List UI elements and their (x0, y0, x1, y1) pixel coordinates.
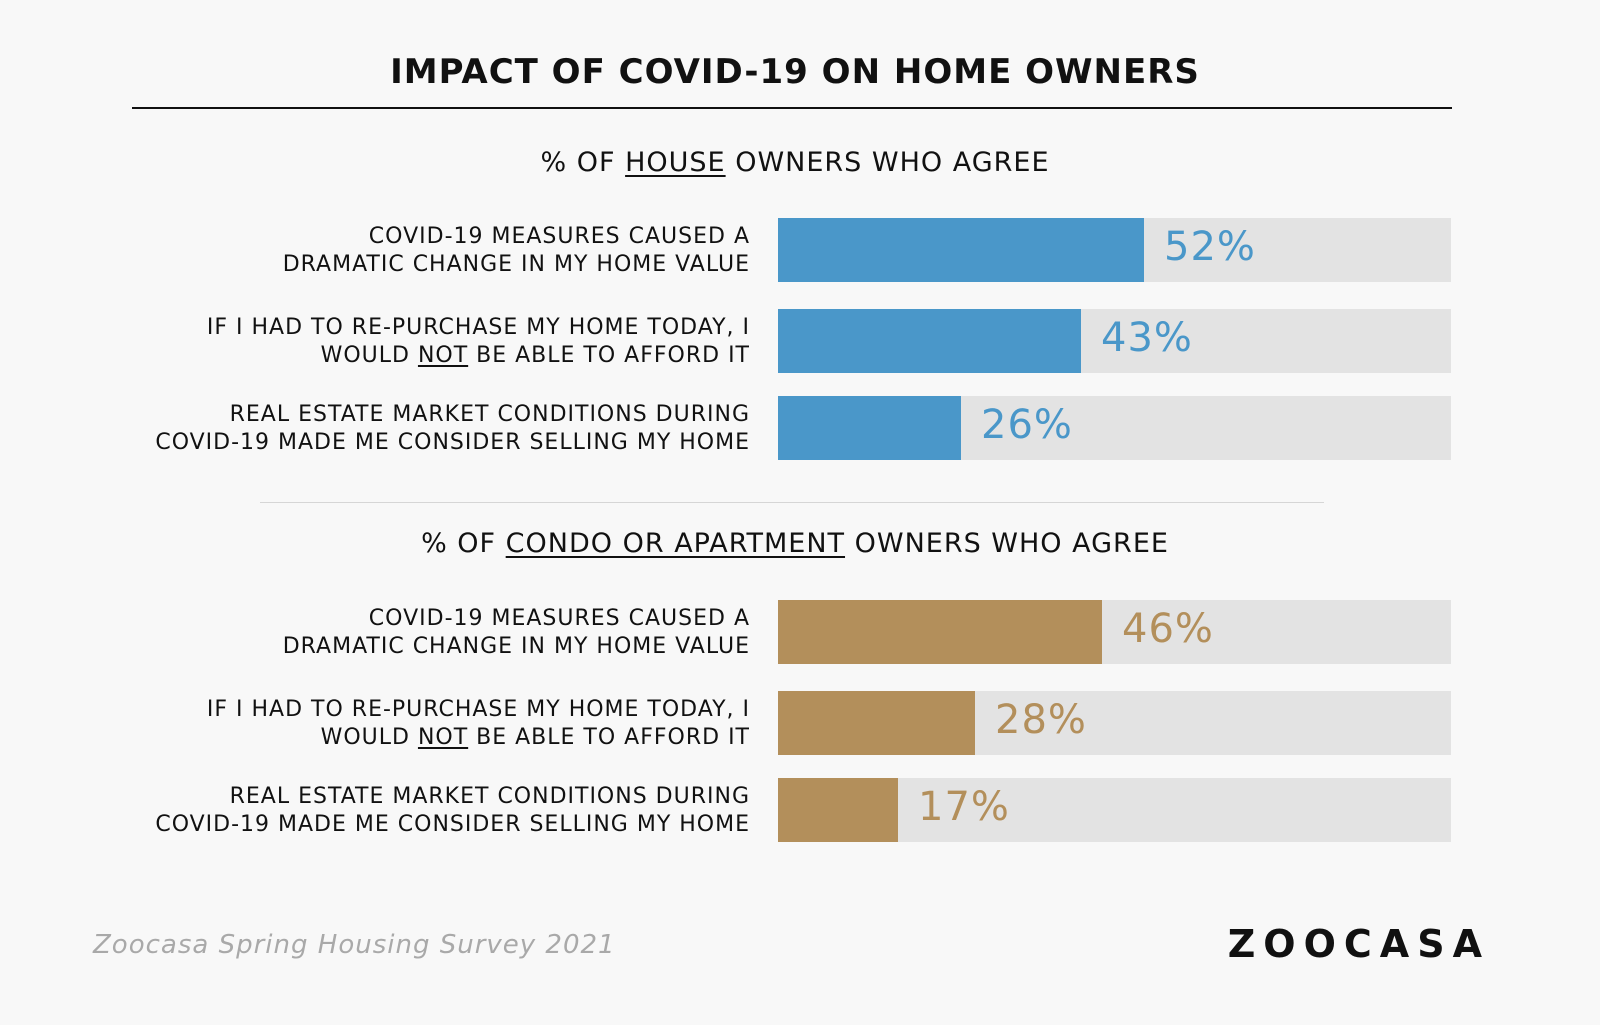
bar-category-label: IF I HAD TO RE-PURCHASE MY HOME TODAY, I… (70, 696, 750, 752)
section-title-emphasis: HOUSE (625, 147, 726, 178)
label-line-1: COVID-19 MEASURES CAUSED A (368, 606, 750, 631)
bar-row: COVID-19 MEASURES CAUSED A DRAMATIC CHANG… (0, 600, 1600, 664)
bar-category-label: REAL ESTATE MARKET CONDITIONS DURING COVI… (70, 401, 750, 457)
label-line-2-text-end: BE ABLE TO AFFORD IT (468, 725, 750, 750)
label-line-2: DRAMATIC CHANGE IN MY HOME VALUE (70, 251, 750, 279)
zoocasa-logo: ZOOCASA (1227, 922, 1490, 966)
bar-track: 52% (778, 218, 1451, 282)
label-line-2-text: WOULD (320, 343, 418, 368)
bar (778, 218, 1144, 282)
page-title: IMPACT OF COVID-19 ON HOME OWNERS (390, 52, 1200, 92)
label-line-1: IF I HAD TO RE-PURCHASE MY HOME TODAY, I (206, 697, 750, 722)
bar (778, 396, 961, 460)
bar-value-label: 43% (1101, 315, 1193, 361)
section-title-prefix: % OF (540, 147, 626, 178)
label-line-2-emphasis: NOT (417, 725, 469, 750)
bar (778, 600, 1102, 664)
label-line-2: COVID-19 MADE ME CONSIDER SELLING MY HOM… (70, 811, 750, 839)
section-title-prefix: % OF (421, 528, 506, 559)
bar-row: IF I HAD TO RE-PURCHASE MY HOME TODAY, I… (0, 309, 1600, 373)
bar-value-label: 28% (995, 697, 1087, 743)
label-line-1: IF I HAD TO RE-PURCHASE MY HOME TODAY, I (206, 315, 750, 340)
label-line-2: COVID-19 MADE ME CONSIDER SELLING MY HOM… (70, 429, 750, 457)
section-title-house: % OF HOUSE OWNERS WHO AGREE (0, 147, 1590, 178)
label-line-2: DRAMATIC CHANGE IN MY HOME VALUE (70, 633, 750, 661)
bar-track: 17% (778, 778, 1451, 842)
label-line-2-text: DRAMATIC CHANGE IN MY HOME VALUE (282, 252, 750, 277)
label-line-2-text: DRAMATIC CHANGE IN MY HOME VALUE (282, 634, 750, 659)
bar-value-label: 52% (1164, 224, 1256, 270)
bar-row: IF I HAD TO RE-PURCHASE MY HOME TODAY, I… (0, 691, 1600, 755)
source-note: Zoocasa Spring Housing Survey 2021 (93, 930, 616, 960)
bar-value-label: 26% (981, 402, 1073, 448)
bar-category-label: COVID-19 MEASURES CAUSED A DRAMATIC CHANG… (70, 605, 750, 661)
bar-category-label: IF I HAD TO RE-PURCHASE MY HOME TODAY, I… (70, 314, 750, 370)
label-line-2-text-end: BE ABLE TO AFFORD IT (468, 343, 750, 368)
label-line-2-text: COVID-19 MADE ME CONSIDER SELLING MY HOM… (155, 430, 750, 455)
bar-row: REAL ESTATE MARKET CONDITIONS DURING COVI… (0, 396, 1600, 460)
label-line-2-emphasis: NOT (417, 343, 469, 368)
bar (778, 778, 898, 842)
title-rule (132, 107, 1452, 109)
bar-category-label: REAL ESTATE MARKET CONDITIONS DURING COVI… (70, 783, 750, 839)
label-line-2-text: WOULD (320, 725, 418, 750)
bar-value-label: 46% (1122, 606, 1214, 652)
bar-track: 28% (778, 691, 1451, 755)
label-line-2: WOULD NOT BE ABLE TO AFFORD IT (70, 342, 750, 370)
section-divider (260, 502, 1324, 503)
section-title-suffix: OWNERS WHO AGREE (725, 147, 1050, 178)
bar-row: REAL ESTATE MARKET CONDITIONS DURING COVI… (0, 778, 1600, 842)
section-title-suffix: OWNERS WHO AGREE (845, 528, 1169, 559)
section-title-emphasis: CONDO OR APARTMENT (505, 528, 846, 559)
bar (778, 309, 1081, 373)
bar (778, 691, 975, 755)
label-line-1: REAL ESTATE MARKET CONDITIONS DURING (229, 402, 750, 427)
bar-row: COVID-19 MEASURES CAUSED A DRAMATIC CHANG… (0, 218, 1600, 282)
bar-track: 43% (778, 309, 1451, 373)
bar-track: 46% (778, 600, 1451, 664)
label-line-1: COVID-19 MEASURES CAUSED A (368, 224, 750, 249)
label-line-2: WOULD NOT BE ABLE TO AFFORD IT (70, 724, 750, 752)
bar-track: 26% (778, 396, 1451, 460)
bar-category-label: COVID-19 MEASURES CAUSED A DRAMATIC CHANG… (70, 223, 750, 279)
label-line-1: REAL ESTATE MARKET CONDITIONS DURING (229, 784, 750, 809)
label-line-2-text: COVID-19 MADE ME CONSIDER SELLING MY HOM… (155, 812, 750, 837)
section-title-condo: % OF CONDO OR APARTMENT OWNERS WHO AGREE (0, 528, 1590, 559)
bar-value-label: 17% (918, 784, 1010, 830)
